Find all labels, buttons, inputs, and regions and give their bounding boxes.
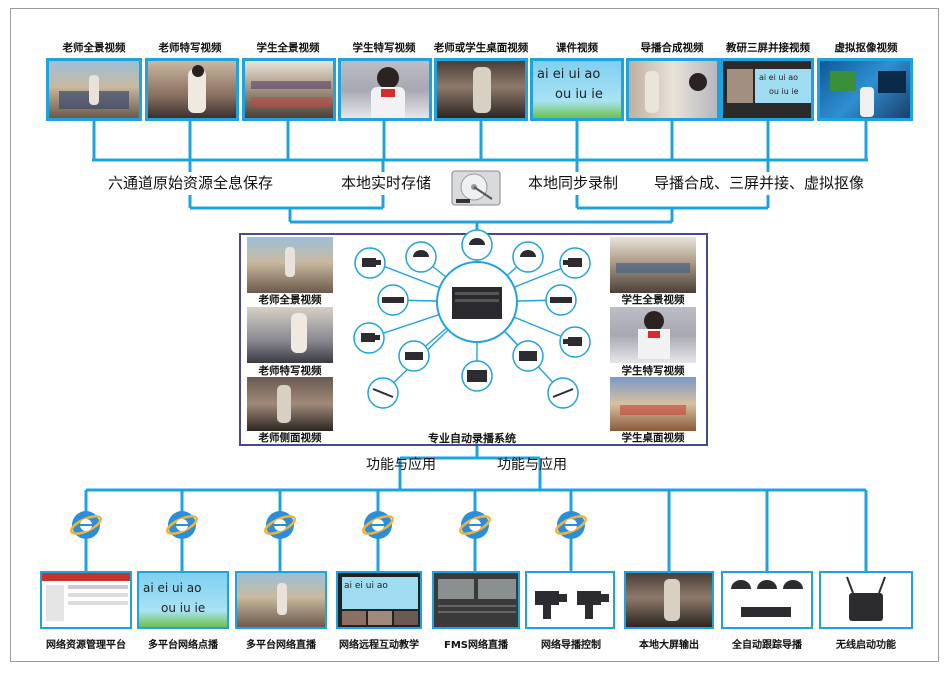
- bottom-thumb-vod: ai ei ui ao ou iu ie: [137, 571, 229, 629]
- thumb-student-closeup: [338, 58, 432, 121]
- diagram-frame: [10, 8, 939, 662]
- thumb-three-screen: ai ei ui ao ou iu ie: [720, 58, 814, 121]
- wireless-router-icon: [846, 576, 886, 621]
- center-thumb-teacher-side: [247, 377, 333, 431]
- thumb-courseware: ai ei ui ao ou iu ie: [530, 58, 624, 121]
- browser-icon: [166, 511, 198, 539]
- top-video-label: 学生全景视频: [256, 42, 320, 54]
- center-caption-left: 老师特写视频: [258, 365, 322, 377]
- thumb-director-composite: [626, 58, 720, 121]
- function-label: 功能与应用: [366, 457, 436, 473]
- function-label: 功能与应用: [497, 457, 567, 473]
- bottom-label: 无线启动功能: [836, 640, 896, 651]
- browser-icon: [362, 511, 394, 539]
- top-video-label: 老师或学生桌面视频: [433, 42, 529, 54]
- vod-text-line2: ou iu ie: [161, 601, 206, 615]
- browser-icon: [459, 511, 491, 539]
- bottom-thumb-remote-teaching: ai ei ui ao: [336, 571, 422, 629]
- bottom-label: 网络资源管理平台: [46, 640, 126, 651]
- system-label: 专业自动录播系统: [428, 432, 516, 445]
- bottom-thumb-resource-platform: [40, 571, 132, 629]
- browser-icon: [555, 511, 587, 539]
- bottom-thumb-wireless: [819, 571, 913, 629]
- storage-label-hologram: 六通道原始资源全息保存: [108, 174, 274, 192]
- vod-text-line1: ai ei ui ao: [143, 581, 202, 595]
- storage-label-sync-record: 本地同步录制: [528, 174, 619, 192]
- remote-text: ai ei ui ao: [344, 581, 388, 591]
- center-caption-right: 学生桌面视频: [621, 432, 685, 444]
- courseware-text-line1: ai ei ui ao: [537, 67, 601, 82]
- hard-drive-icon: [451, 170, 501, 206]
- thumb-desktop: [434, 58, 528, 121]
- dome-camera-icon: [731, 580, 803, 617]
- bottom-thumb-large-screen: [624, 571, 714, 629]
- top-video-label: 老师全景视频: [62, 42, 126, 54]
- camera-icon: [535, 591, 609, 619]
- storage-label-composite: 导播合成、三屏并接、虚拟抠像: [654, 174, 865, 192]
- center-thumb-student-panorama: [610, 237, 696, 293]
- three-screen-text-2: ou iu ie: [769, 87, 799, 96]
- bottom-label: 本地大屏输出: [639, 640, 699, 651]
- thumb-teacher-closeup: [145, 58, 239, 121]
- bottom-label: 多平台网络直播: [246, 640, 316, 651]
- browser-icon: [70, 511, 102, 539]
- top-video-label: 导播合成视频: [640, 42, 704, 54]
- thumb-teacher-panorama: [46, 58, 142, 121]
- top-video-label: 课件视频: [556, 42, 598, 54]
- storage-label-local-realtime: 本地实时存储: [341, 174, 432, 192]
- top-video-label: 老师特写视频: [158, 42, 222, 54]
- thumb-virtual-keying: [817, 58, 913, 121]
- bottom-thumb-director-control: [525, 571, 615, 629]
- top-video-label: 虚拟抠像视频: [834, 42, 898, 54]
- center-caption-right: 学生特写视频: [621, 365, 685, 377]
- center-thumb-student-closeup: [610, 307, 696, 363]
- bottom-label: FMS网络直播: [444, 640, 508, 651]
- center-caption-left: 老师全景视频: [258, 294, 322, 306]
- top-video-label: 学生特写视频: [352, 42, 416, 54]
- courseware-text-line2: ou iu ie: [555, 87, 603, 102]
- center-caption-left: 老师侧面视频: [258, 432, 322, 444]
- center-caption-right: 学生全景视频: [621, 294, 685, 306]
- center-thumb-teacher-closeup: [247, 307, 333, 363]
- top-video-label: 教研三屏并接视频: [726, 42, 810, 54]
- center-thumb-student-desktop: [610, 377, 696, 431]
- three-screen-text: ai ei ui ao: [759, 73, 798, 82]
- center-thumb-teacher-panorama: [247, 237, 333, 293]
- thumb-student-panorama: [242, 58, 336, 121]
- browser-icon: [264, 511, 296, 539]
- bottom-label: 全自动跟踪导播: [732, 640, 802, 651]
- bottom-label: 网络导播控制: [541, 640, 601, 651]
- bottom-thumb-auto-tracking: [721, 571, 813, 629]
- bottom-label: 多平台网络点播: [148, 640, 218, 651]
- bottom-thumb-live: [235, 571, 327, 629]
- bottom-thumb-fms: [432, 571, 520, 629]
- bottom-label: 网络远程互动教学: [339, 640, 419, 651]
